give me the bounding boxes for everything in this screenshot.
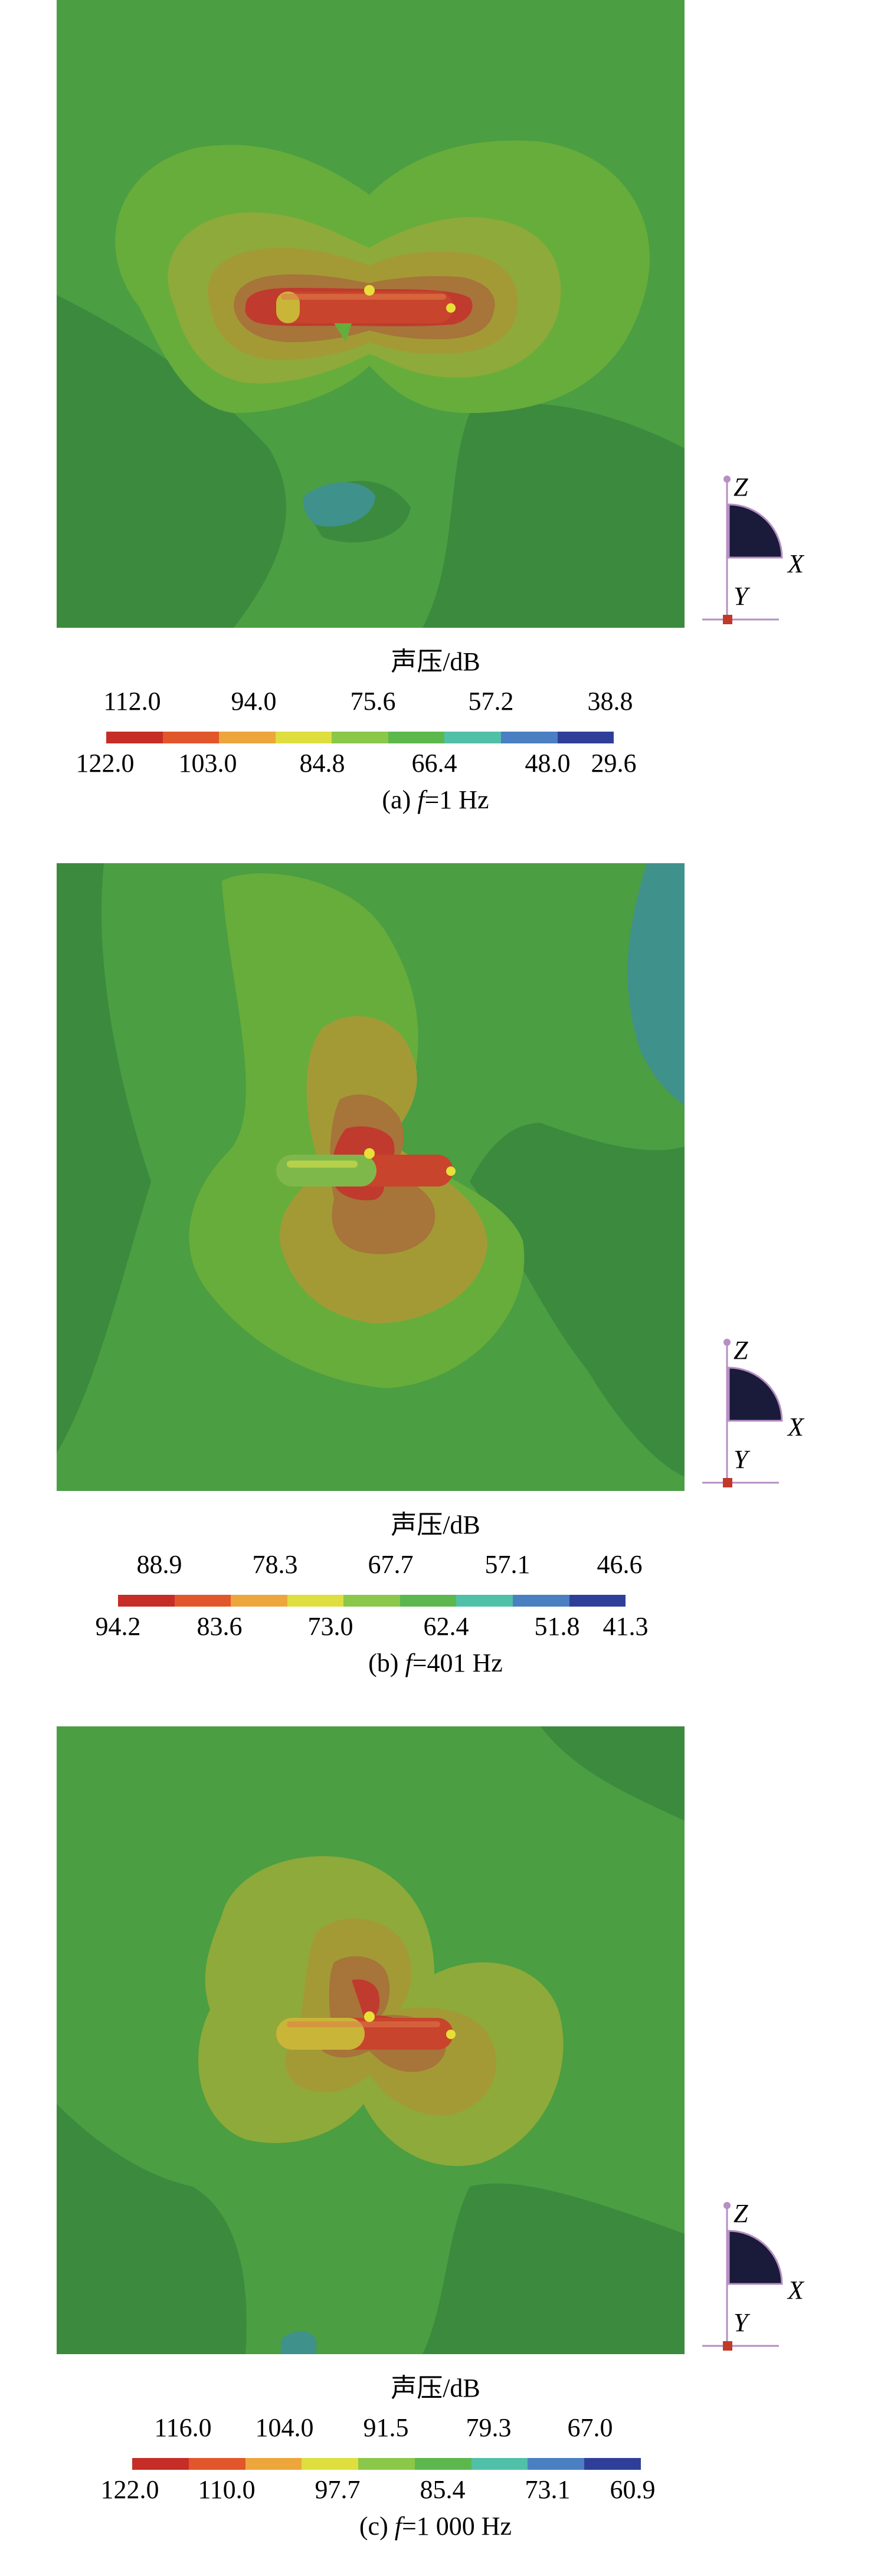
legend-upper-tick: 104.0 [255, 2413, 314, 2442]
legend-upper-tick: 116.0 [154, 2413, 212, 2442]
legend-lower-tick: 84.8 [299, 749, 345, 778]
legend-lower-tick: 110.0 [198, 2475, 256, 2504]
legend-upper-tick: 46.6 [597, 1550, 643, 1579]
legend-lower-tick: 62.4 [423, 1612, 469, 1641]
legend-lower-tick: 73.1 [525, 2475, 571, 2504]
color-scale-bar [132, 2458, 641, 2470]
legend-lower-tick: 73.0 [307, 1612, 353, 1641]
axis-y-label: Y [734, 582, 748, 611]
legend-title-a: 声压/dB [391, 647, 480, 676]
sound-pressure-field-b [57, 863, 685, 1491]
sound-pressure-field-a [57, 0, 685, 628]
legend-lower-tick: 94.2 [95, 1612, 141, 1641]
legend-lower-tick: 103.0 [178, 749, 237, 778]
panel-a: Z X Y 声压/dB 112.0 94.0 75.6 57.2 38.8 12… [0, 0, 871, 850]
legend-upper-tick: 67.7 [368, 1550, 414, 1579]
submarine-model-icon [276, 1148, 456, 1187]
legend-lower-tick: 48.0 [525, 749, 571, 778]
legend-lower-tick: 60.9 [610, 2475, 656, 2504]
color-scale-bar [118, 1595, 626, 1607]
legend-upper-tick: 112.0 [103, 687, 161, 716]
coordinate-axes-icon [702, 1339, 783, 1487]
axis-y-label: Y [734, 2308, 748, 2337]
caption-c: (c) f=1 000 Hz [359, 2512, 512, 2541]
legend-upper-tick: 88.9 [136, 1550, 182, 1579]
axis-z-label: Z [734, 2199, 748, 2228]
legend-lower-tick: 122.0 [76, 749, 135, 778]
axis-y-label: Y [734, 1445, 748, 1474]
caption-b: (b) f=401 Hz [368, 1648, 503, 1677]
legend-lower-tick: 97.7 [315, 2475, 361, 2504]
legend-upper-tick: 67.0 [567, 2413, 613, 2442]
axis-z-label: Z [734, 1336, 748, 1365]
legend-lower-tick: 122.0 [100, 2475, 159, 2504]
legend-title-b: 声压/dB [391, 1510, 480, 1539]
panel-c: Z X Y 声压/dB 116.0 104.0 91.5 79.3 67.0 1… [0, 1726, 871, 2576]
axis-z-label: Z [734, 473, 748, 502]
legend-lower-tick: 85.4 [420, 2475, 466, 2504]
caption-a: (a) f=1 Hz [382, 785, 489, 814]
coordinate-axes-icon [702, 2202, 783, 2351]
legend-lower-tick: 51.8 [534, 1612, 580, 1641]
color-scale-bar [106, 732, 614, 743]
legend-lower-tick: 83.6 [197, 1612, 243, 1641]
legend-upper-tick: 94.0 [231, 687, 277, 716]
axis-x-label: X [788, 1412, 804, 1441]
submarine-model-icon [276, 2011, 456, 2050]
legend-upper-tick: 78.3 [252, 1550, 298, 1579]
coordinate-axes-icon [702, 476, 783, 624]
legend-upper-tick: 57.2 [468, 687, 514, 716]
legend-lower-tick: 41.3 [603, 1612, 649, 1641]
legend-upper-tick: 75.6 [350, 687, 396, 716]
axis-x-label: X [788, 2276, 804, 2305]
legend-upper-tick: 79.3 [466, 2413, 512, 2442]
submarine-model-icon [276, 285, 456, 342]
legend-upper-tick: 38.8 [587, 687, 633, 716]
axis-x-label: X [788, 549, 804, 578]
legend-lower-tick: 66.4 [411, 749, 457, 778]
panel-b: Z X Y 声压/dB 88.9 78.3 67.7 57.1 46.6 94.… [0, 863, 871, 1713]
legend-lower-tick: 29.6 [591, 749, 637, 778]
legend-title-c: 声压/dB [391, 2374, 480, 2403]
legend-upper-tick: 91.5 [363, 2413, 409, 2442]
sound-pressure-field-c [57, 1726, 685, 2354]
legend-upper-tick: 57.1 [484, 1550, 531, 1579]
